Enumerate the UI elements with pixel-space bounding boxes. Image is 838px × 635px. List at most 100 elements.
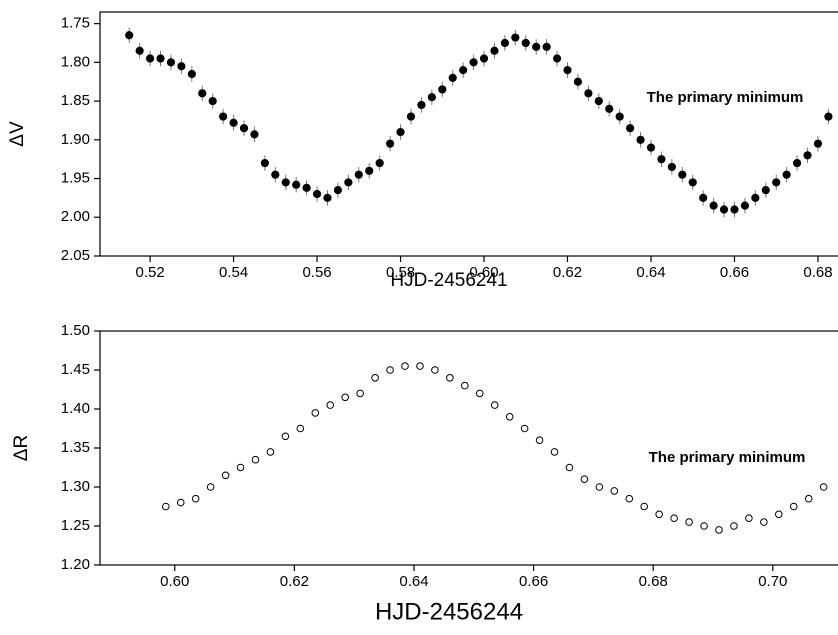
data-point — [311, 409, 320, 417]
data-point — [206, 483, 215, 491]
data-point — [191, 494, 200, 503]
data-point — [740, 201, 750, 210]
data-point — [208, 96, 217, 106]
data-point — [490, 46, 499, 55]
data-point — [709, 201, 718, 210]
y-axis-label: ΔR — [11, 435, 32, 461]
data-point — [699, 193, 708, 203]
y-tick-label: 1.75 — [61, 15, 90, 32]
data-point — [646, 143, 656, 152]
x-tick-label: 0.68 — [803, 264, 832, 281]
data-point — [490, 401, 499, 409]
data-point — [550, 448, 559, 456]
y-tick-label: 1.35 — [61, 439, 90, 456]
data-point — [594, 96, 603, 106]
data-point — [789, 502, 798, 511]
data-point — [657, 155, 666, 164]
data-point — [626, 124, 635, 133]
data-point — [161, 502, 170, 511]
data-point — [573, 77, 583, 86]
y-tick-label: 1.85 — [61, 92, 90, 109]
x-tick-label: 0.60 — [469, 264, 498, 281]
y-tick-label: 2.00 — [61, 208, 90, 225]
data-point — [251, 455, 260, 464]
data-point — [221, 471, 230, 480]
plot-frame — [99, 11, 838, 257]
y-tick-label: 1.45 — [61, 361, 90, 378]
data-point — [542, 42, 551, 51]
x-tick-label: 0.60 — [160, 573, 189, 590]
x-tick-label: 0.66 — [720, 264, 749, 281]
data-point — [782, 170, 791, 179]
data-point — [610, 487, 619, 495]
x-tick-label: 0.64 — [636, 264, 665, 281]
x-tick-label: 0.64 — [399, 573, 428, 590]
y-tick-label: 1.90 — [61, 131, 90, 148]
data-point — [803, 151, 812, 160]
data-point — [774, 510, 783, 519]
x-tick-label: 0.62 — [553, 264, 582, 281]
data-point — [344, 178, 353, 187]
y-tick-label: 2.05 — [61, 247, 90, 264]
data-point — [356, 389, 364, 398]
data-point — [375, 158, 384, 168]
data-point — [730, 522, 738, 530]
data-point — [700, 522, 708, 530]
data-point — [636, 135, 645, 144]
data-point — [296, 424, 305, 433]
data-point — [135, 46, 144, 55]
data-point — [406, 112, 416, 121]
data-point — [563, 65, 572, 75]
data-point — [584, 89, 593, 98]
data-point — [198, 89, 207, 98]
data-point — [145, 54, 155, 63]
data-point — [715, 526, 723, 534]
data-point — [819, 483, 828, 491]
y-tick-label: 1.50 — [61, 322, 90, 339]
data-point — [302, 183, 311, 192]
data-point — [655, 510, 663, 519]
x-tick-label: 0.62 — [280, 573, 309, 590]
data-point — [386, 366, 394, 374]
data-point — [730, 205, 739, 214]
data-point — [448, 73, 457, 82]
data-point — [396, 127, 405, 137]
data-point — [625, 494, 634, 503]
data-point — [552, 54, 562, 63]
data-point — [605, 104, 614, 113]
data-point — [416, 362, 424, 370]
data-point — [505, 413, 514, 421]
data-point — [177, 62, 186, 71]
data-point — [824, 112, 833, 121]
data-point — [176, 498, 185, 507]
y-tick-label: 1.95 — [61, 170, 90, 187]
data-point — [745, 514, 753, 523]
data-point — [615, 112, 624, 121]
y-tick-label: 1.25 — [61, 517, 90, 534]
data-point — [427, 93, 436, 102]
data-point — [446, 374, 454, 382]
data-point — [219, 112, 228, 121]
data-point — [341, 393, 350, 402]
data-point — [685, 518, 693, 526]
data-point — [187, 69, 196, 79]
x-tick-label: 0.52 — [135, 264, 164, 281]
data-point — [511, 33, 520, 42]
data-point — [326, 401, 335, 409]
data-point — [417, 100, 426, 110]
data-point — [166, 58, 176, 67]
x-tick-label: 0.54 — [219, 264, 248, 281]
x-tick-label: 0.56 — [302, 264, 331, 281]
x-axis-label: HJD-2456244 — [375, 598, 523, 625]
data-point — [371, 374, 379, 382]
data-point — [229, 118, 238, 127]
data-point — [813, 139, 823, 148]
data-point — [250, 130, 259, 139]
data-point — [688, 178, 697, 187]
data-point — [640, 502, 649, 511]
data-point — [761, 186, 770, 195]
data-point — [580, 475, 589, 484]
data-point — [354, 170, 363, 179]
data-point — [772, 178, 781, 187]
data-point — [670, 514, 678, 523]
